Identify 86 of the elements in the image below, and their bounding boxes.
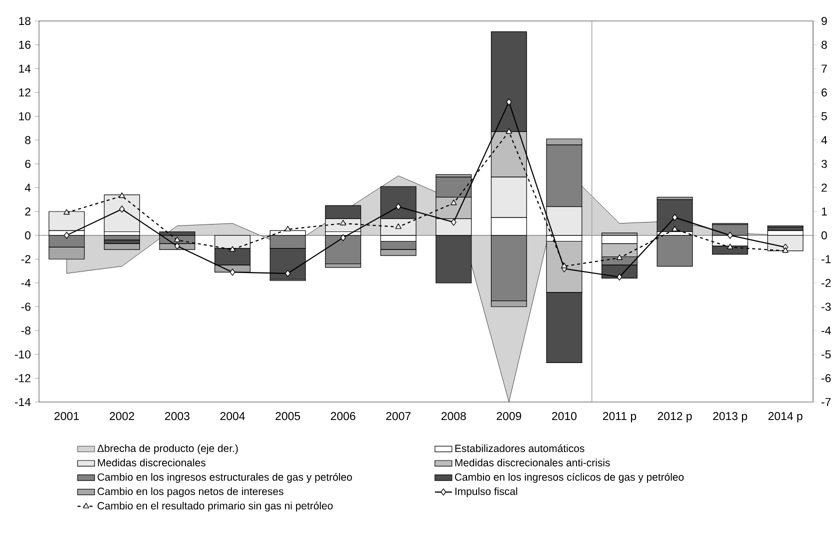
- point: [450, 200, 457, 206]
- y2-tick-label: -6: [822, 374, 831, 382]
- legend-label: Cambio en los ingresos cíclicos de gas y petróleo: [454, 472, 684, 483]
- point: [174, 242, 180, 250]
- legend-label: Medidas discrecionales anti-crisis: [455, 458, 610, 466]
- x-tick-label: 2004: [220, 412, 245, 420]
- x-tick-label: 2008: [441, 412, 466, 420]
- y2-tick-label: -4: [822, 326, 831, 334]
- point: [230, 268, 236, 276]
- point: [285, 270, 291, 277]
- y2-tick-label: -3: [822, 302, 831, 311]
- x-tick-label: 2007: [386, 412, 411, 420]
- point: [396, 203, 402, 210]
- x-tick-label: 2013 p: [713, 412, 748, 422]
- point: [726, 244, 734, 250]
- point: [616, 273, 622, 281]
- y2-tick-label: -2: [822, 278, 831, 287]
- y2-tick-label: 0: [821, 231, 827, 240]
- y2-tick-label: 1: [822, 208, 827, 216]
- point: [340, 220, 346, 226]
- legend-label: Δbrecha de producto (eje der.): [97, 444, 238, 454]
- point: [284, 226, 291, 232]
- x-tick-label: 2003: [165, 412, 190, 420]
- y-tick-label: -14: [14, 398, 31, 406]
- x-tick-label: 2014 p: [768, 412, 802, 422]
- point: [561, 262, 568, 268]
- y-tick-label: 6: [25, 160, 30, 168]
- point: [119, 206, 125, 213]
- y-tick-label: -2: [21, 255, 30, 264]
- y2-tick-label: -5: [822, 350, 831, 358]
- x-tick-label: 2011 p: [602, 412, 636, 422]
- y2-tick-label: 6: [822, 88, 827, 96]
- legend-label: Cambio en los ingresos estructurales de gas y petróleo: [98, 472, 352, 483]
- y-tick-label: 8: [25, 136, 30, 144]
- point: [64, 209, 70, 215]
- y2-tick-label: 8: [822, 40, 827, 49]
- point: [672, 214, 678, 221]
- y-tick-label: 14: [19, 64, 31, 73]
- point: [340, 234, 346, 242]
- y-tick-label: 0: [25, 231, 31, 240]
- point: [506, 128, 512, 134]
- y-tick-label: 4: [24, 184, 31, 192]
- point: [782, 247, 788, 253]
- y-tick-label: 2: [25, 207, 30, 216]
- y2-tick-label: 2: [822, 184, 827, 192]
- y2-tick-label: 9: [822, 16, 827, 26]
- point: [727, 232, 733, 239]
- x-tick-label: 2010: [552, 412, 577, 420]
- point: [229, 246, 236, 252]
- y2-tick-label: -7: [822, 398, 831, 406]
- x-tick-label: 2005: [276, 412, 300, 420]
- point: [395, 223, 402, 229]
- x-tick-label: 2002: [110, 412, 134, 420]
- legend-label: Cambio en el resultado primario sin gas ni petróleo: [98, 502, 333, 512]
- legend-label: Estabilizadores automáticos: [455, 444, 584, 452]
- y-tick-label: -6: [21, 302, 30, 311]
- y2-tick-label: -1: [822, 255, 831, 264]
- y2-tick-label: 3: [821, 160, 827, 168]
- legend-label: Medidas discrecionales: [98, 458, 206, 466]
- y2-tick-label: 7: [822, 64, 827, 73]
- y-tick-label: -8: [21, 326, 30, 335]
- y-tick-label: 18: [19, 16, 30, 26]
- x-tick-label: 2001: [54, 412, 79, 420]
- y-tick-label: -12: [14, 374, 30, 382]
- y-tick-label: 10: [19, 112, 31, 120]
- y-tick-label: 12: [19, 88, 30, 96]
- x-tick-label: 2006: [330, 412, 356, 420]
- point: [450, 218, 456, 226]
- bar: [656, 199, 693, 232]
- point: [506, 98, 512, 106]
- bar: [104, 194, 140, 232]
- bar: [104, 243, 140, 250]
- point: [174, 236, 180, 242]
- y2-tick-label: 4: [821, 136, 828, 144]
- legend-label: Impulso fiscal: [455, 487, 518, 498]
- point: [118, 192, 126, 198]
- y-tick-label: 16: [19, 40, 30, 49]
- point: [672, 226, 678, 232]
- y-tick-label: -4: [21, 279, 31, 287]
- legend-label: Cambio en los pagos netos de intereses: [98, 487, 284, 498]
- x-tick-label: 2009: [496, 412, 522, 420]
- point: [616, 254, 623, 260]
- point: [64, 232, 70, 239]
- x-tick-label: 2012 p: [658, 412, 692, 422]
- y2-tick-label: 5: [821, 112, 827, 120]
- y-tick-label: -10: [14, 350, 31, 358]
